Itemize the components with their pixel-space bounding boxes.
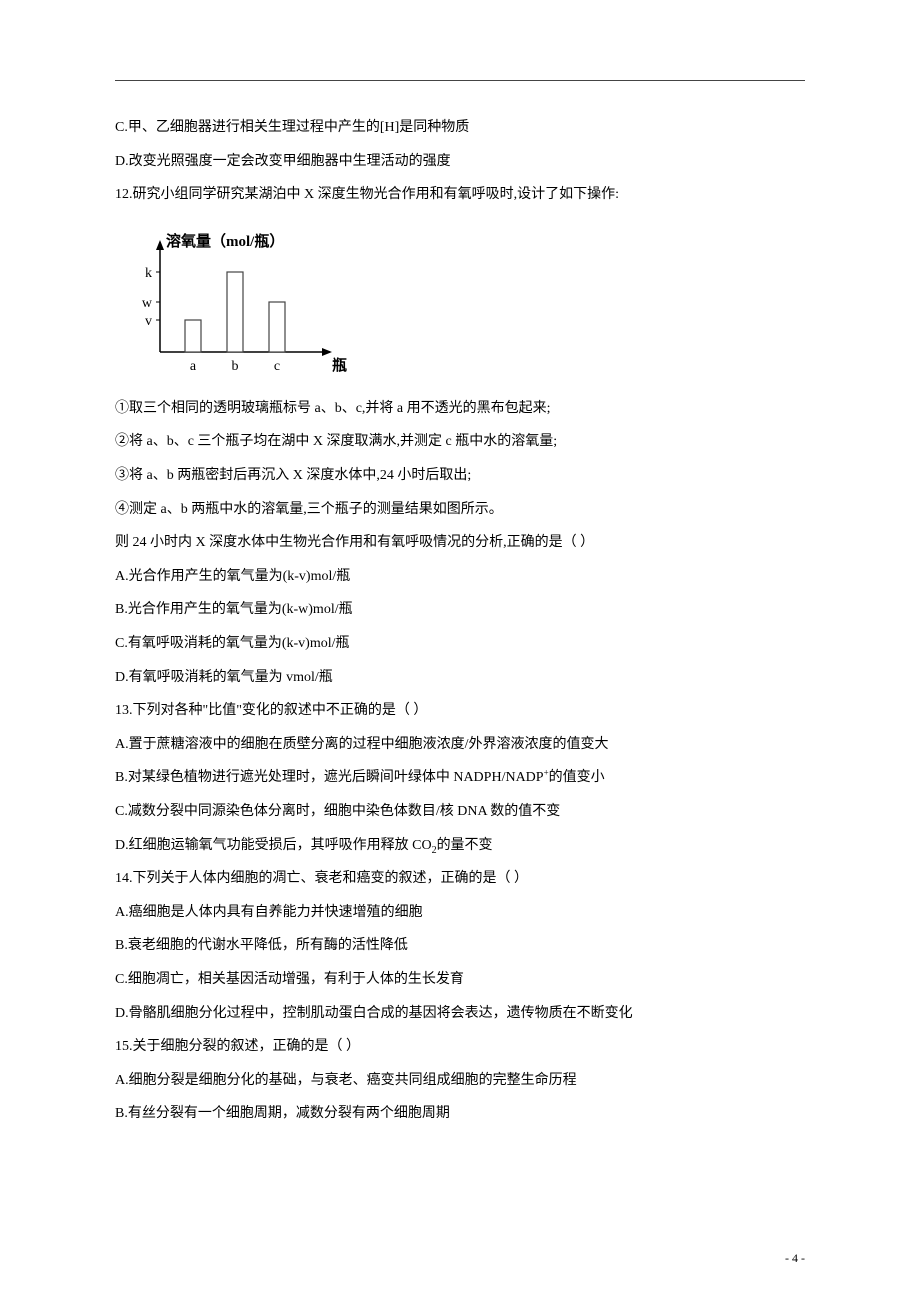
q13-option-d-pre: D.红细胞运输氧气功能受损后，其呼吸作用释放 CO [115, 838, 432, 853]
option-d-text: D.改变光照强度一定会改变甲细胞器中生理活动的强度 [115, 145, 805, 179]
q14-option-a: A.癌细胞是人体内具有自养能力并快速增殖的细胞 [115, 896, 805, 930]
q13-stem: 13.下列对各种"比值"变化的叙述中不正确的是（ ） [115, 694, 805, 728]
q13-option-d: D.红细胞运输氧气功能受损后，其呼吸作用释放 CO2的量不变 [115, 829, 805, 863]
svg-text:k: k [145, 266, 152, 281]
q14-option-d: D.骨骼肌细胞分化过程中，控制肌动蛋白合成的基因将会表达，遗传物质在不断变化 [115, 997, 805, 1031]
q15-option-b: B.有丝分裂有一个细胞周期，减数分裂有两个细胞周期 [115, 1097, 805, 1131]
document-page: C.甲、乙细胞器进行相关生理过程中产生的[H]是同种物质 D.改变光照强度一定会… [0, 0, 920, 1302]
q12-option-a: A.光合作用产生的氧气量为(k-v)mol/瓶 [115, 560, 805, 594]
q13-option-b-pre: B.对某绿色植物进行遮光处理时，遮光后瞬间叶绿体中 NADPH/NADP [115, 770, 544, 785]
header-rule [115, 80, 805, 81]
svg-text:v: v [145, 314, 152, 329]
page-number: - 4 - [785, 1251, 805, 1266]
q14-option-c: C.细胞凋亡，相关基因活动增强，有利于人体的生长发育 [115, 963, 805, 997]
q15-stem: 15.关于细胞分裂的叙述，正确的是（ ） [115, 1030, 805, 1064]
option-c-text: C.甲、乙细胞器进行相关生理过程中产生的[H]是同种物质 [115, 111, 805, 145]
q12-step-5: 则 24 小时内 X 深度水体中生物光合作用和有氧呼吸情况的分析,正确的是（ ） [115, 526, 805, 560]
q13-option-b-post: 的值变小 [549, 770, 605, 785]
svg-text:w: w [142, 296, 153, 311]
q12-stem: 12.研究小组同学研究某湖泊中 X 深度生物光合作用和有氧呼吸时,设计了如下操作… [115, 178, 805, 212]
q12-step-4: ④测定 a、b 两瓶中水的溶氧量,三个瓶子的测量结果如图所示。 [115, 493, 805, 527]
q12-step-1: ①取三个相同的透明玻璃瓶标号 a、b、c,并将 a 用不透光的黑布包起来; [115, 392, 805, 426]
q13-option-b: B.对某绿色植物进行遮光处理时，遮光后瞬间叶绿体中 NADPH/NADP+的值变… [115, 761, 805, 795]
svg-text:瓶: 瓶 [332, 356, 347, 374]
q12-option-c: C.有氧呼吸消耗的氧气量为(k-v)mol/瓶 [115, 627, 805, 661]
q13-option-d-post: 的量不变 [437, 838, 493, 853]
bar-chart-svg: kwv a b c 溶氧量（mol/瓶） 瓶 [125, 222, 350, 382]
q14-option-b: B.衰老细胞的代谢水平降低，所有酶的活性降低 [115, 929, 805, 963]
q13-option-c: C.减数分裂中同源染色体分离时，细胞中染色体数目/核 DNA 数的值不变 [115, 795, 805, 829]
q14-stem: 14.下列关于人体内细胞的凋亡、衰老和癌变的叙述，正确的是（ ） [115, 862, 805, 896]
q12-option-d: D.有氧呼吸消耗的氧气量为 vmol/瓶 [115, 661, 805, 695]
q13-option-a: A.置于蔗糖溶液中的细胞在质壁分离的过程中细胞液浓度/外界溶液浓度的值变大 [115, 728, 805, 762]
q15-option-a: A.细胞分裂是细胞分化的基础，与衰老、癌变共同组成细胞的完整生命历程 [115, 1064, 805, 1098]
svg-text:a: a [190, 359, 197, 374]
svg-text:c: c [274, 359, 280, 374]
q12-step-3: ③将 a、b 两瓶密封后再沉入 X 深度水体中,24 小时后取出; [115, 459, 805, 493]
svg-text:b: b [232, 359, 239, 374]
q12-option-b: B.光合作用产生的氧气量为(k-w)mol/瓶 [115, 593, 805, 627]
q12-step-2: ②将 a、b、c 三个瓶子均在湖中 X 深度取满水,并测定 c 瓶中水的溶氧量; [115, 425, 805, 459]
svg-text:溶氧量（mol/瓶）: 溶氧量（mol/瓶） [166, 232, 284, 250]
oxygen-chart: kwv a b c 溶氧量（mol/瓶） 瓶 [125, 222, 805, 382]
